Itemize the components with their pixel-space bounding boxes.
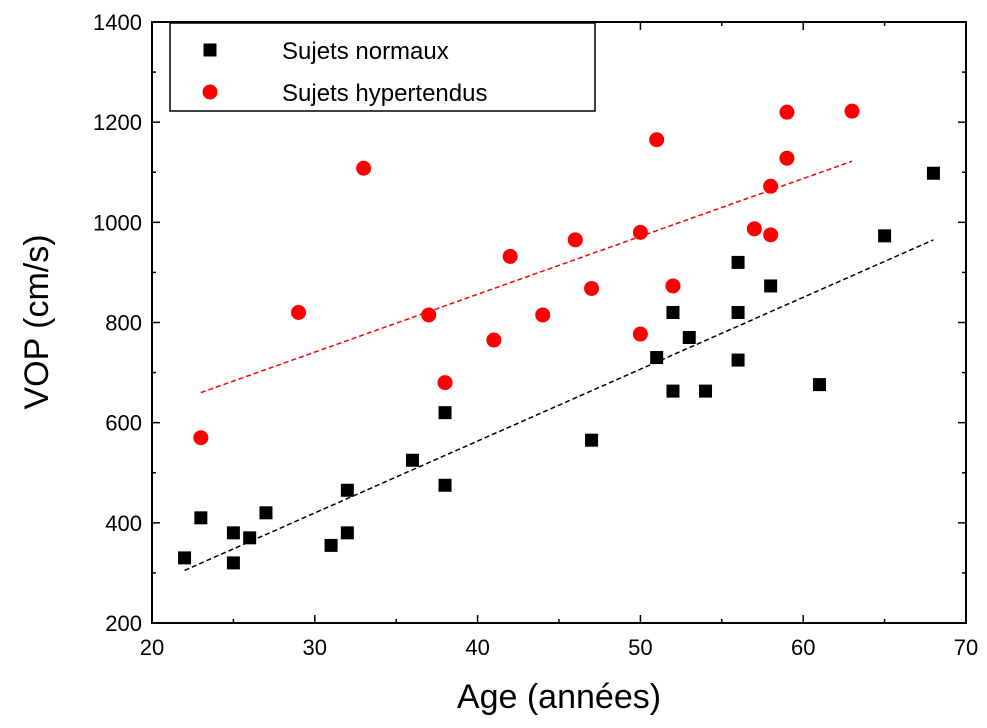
point bbox=[585, 433, 599, 447]
x-tick-label: 60 bbox=[791, 635, 815, 660]
point bbox=[340, 526, 354, 540]
x-tick-label: 30 bbox=[303, 635, 327, 660]
point bbox=[291, 304, 307, 320]
point bbox=[502, 248, 518, 264]
x-tick-label: 40 bbox=[465, 635, 489, 660]
point bbox=[649, 132, 665, 148]
point bbox=[226, 556, 240, 570]
point bbox=[193, 430, 209, 446]
y-tick-label: 400 bbox=[105, 511, 142, 536]
y-tick-label: 1200 bbox=[93, 110, 142, 135]
point bbox=[567, 232, 583, 248]
point bbox=[259, 506, 273, 520]
point bbox=[356, 160, 372, 176]
point bbox=[340, 483, 354, 497]
point bbox=[764, 279, 778, 293]
point bbox=[844, 103, 860, 119]
legend-label: Sujets hypertendus bbox=[282, 80, 487, 107]
point bbox=[438, 406, 452, 420]
y-tick-label: 600 bbox=[105, 411, 142, 436]
point bbox=[324, 538, 338, 552]
trend-line bbox=[184, 239, 934, 572]
point bbox=[779, 104, 795, 120]
point bbox=[535, 307, 551, 323]
point bbox=[666, 384, 680, 398]
point bbox=[731, 305, 745, 319]
x-tick-label: 20 bbox=[140, 635, 164, 660]
point bbox=[243, 531, 257, 545]
point bbox=[763, 178, 779, 194]
y-tick-label: 800 bbox=[105, 311, 142, 336]
point bbox=[226, 526, 240, 540]
legend-marker bbox=[202, 84, 218, 100]
point bbox=[779, 150, 795, 166]
plot-frame bbox=[151, 21, 967, 624]
point bbox=[405, 453, 419, 467]
point bbox=[746, 221, 762, 237]
point bbox=[666, 305, 680, 319]
point bbox=[812, 378, 826, 392]
point bbox=[632, 224, 648, 240]
legend-label: Sujets normaux bbox=[282, 38, 449, 65]
point bbox=[486, 332, 502, 348]
legend-marker bbox=[203, 43, 217, 57]
point bbox=[584, 280, 600, 296]
point bbox=[763, 227, 779, 243]
point bbox=[421, 307, 437, 323]
point bbox=[731, 255, 745, 269]
point bbox=[632, 326, 648, 342]
point bbox=[650, 351, 664, 365]
point bbox=[926, 166, 940, 180]
point bbox=[178, 551, 192, 565]
x-tick-label: 50 bbox=[628, 635, 652, 660]
y-tick-label: 1400 bbox=[93, 10, 142, 35]
x-tick-label: 70 bbox=[954, 635, 978, 660]
point bbox=[682, 331, 696, 345]
trend-line bbox=[200, 160, 853, 394]
point bbox=[665, 278, 681, 294]
y-axis-title: VOP (cm/s) bbox=[18, 234, 56, 409]
point bbox=[699, 384, 713, 398]
point bbox=[438, 478, 452, 492]
point bbox=[731, 353, 745, 367]
y-tick-label: 200 bbox=[105, 611, 142, 636]
y-tick-label: 1000 bbox=[93, 210, 142, 235]
point bbox=[878, 229, 892, 243]
legend-box bbox=[169, 22, 596, 112]
point bbox=[437, 375, 453, 391]
point bbox=[194, 511, 208, 525]
x-axis-title: Age (années) bbox=[457, 678, 661, 716]
